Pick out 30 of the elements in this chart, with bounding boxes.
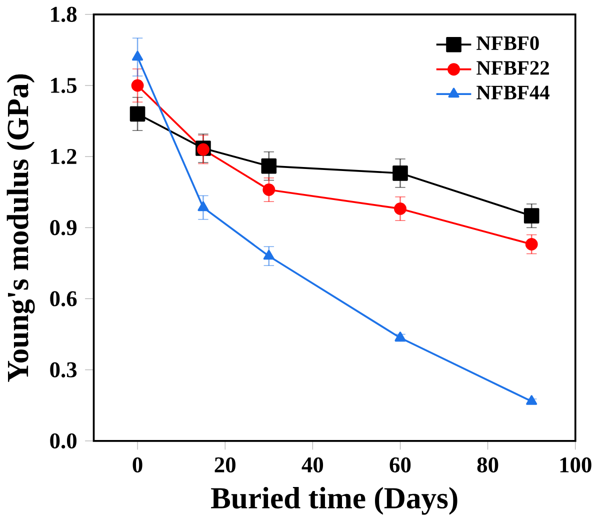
legend-label: NFBF0 [476, 36, 539, 50]
x-tick-label: 20 [214, 458, 236, 473]
x-tick-label: 60 [390, 458, 411, 473]
x-tick-label: 40 [302, 458, 324, 473]
point [130, 106, 146, 122]
y-tick-label: 1.5 [51, 78, 77, 94]
point [261, 158, 277, 174]
y-axis-title: Young's modulus (GPa) [6, 74, 35, 382]
y-tick-label: 1.8 [51, 7, 77, 22]
y-tick-label: 0.6 [50, 291, 77, 307]
legend-label: NFBF22 [476, 61, 549, 75]
point [526, 395, 538, 406]
x-tick-label: 0 [132, 458, 142, 473]
x-tick-label: 80 [477, 458, 498, 473]
legend-label: NFBF44 [476, 86, 550, 100]
point [392, 166, 408, 182]
point [262, 184, 276, 196]
point [198, 201, 209, 212]
y-tick-label: 0.3 [50, 362, 77, 378]
y-tick-label: 0.9 [50, 220, 77, 236]
point [525, 238, 538, 251]
point [394, 332, 406, 342]
point [394, 202, 406, 216]
point [131, 79, 144, 92]
point [524, 208, 540, 224]
x-tick-label: 100 [560, 458, 592, 473]
y-tick-label: 1.2 [51, 149, 76, 164]
y-tick-label: 0.0 [50, 434, 76, 449]
x-axis-title: Buried time (Days) [211, 487, 458, 515]
point [263, 250, 274, 260]
